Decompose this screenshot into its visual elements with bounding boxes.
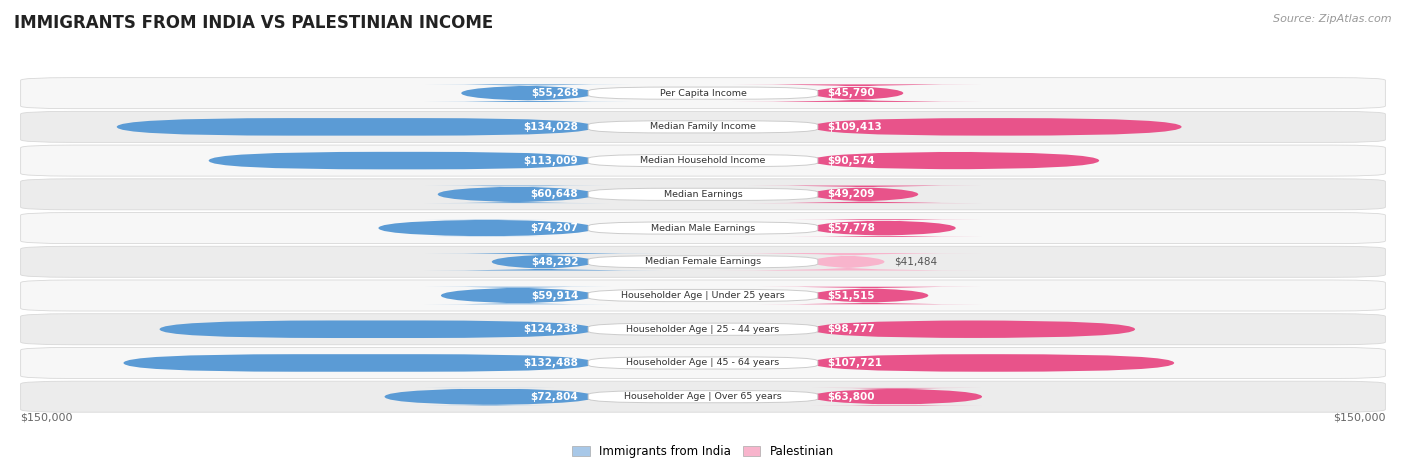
FancyBboxPatch shape	[21, 145, 1385, 176]
FancyBboxPatch shape	[588, 87, 818, 99]
Text: Median Family Income: Median Family Income	[650, 122, 756, 131]
FancyBboxPatch shape	[21, 212, 1385, 244]
FancyBboxPatch shape	[588, 323, 818, 335]
FancyBboxPatch shape	[588, 357, 818, 369]
Text: $49,209: $49,209	[828, 189, 875, 199]
Text: Householder Age | 45 - 64 years: Householder Age | 45 - 64 years	[627, 359, 779, 368]
Text: Per Capita Income: Per Capita Income	[659, 89, 747, 98]
Text: $55,268: $55,268	[531, 88, 578, 98]
FancyBboxPatch shape	[384, 388, 595, 405]
FancyBboxPatch shape	[21, 280, 1385, 311]
FancyBboxPatch shape	[378, 219, 595, 237]
FancyBboxPatch shape	[588, 155, 818, 167]
FancyBboxPatch shape	[588, 290, 818, 302]
FancyBboxPatch shape	[21, 246, 1385, 277]
FancyBboxPatch shape	[117, 118, 595, 135]
Text: $45,790: $45,790	[828, 88, 876, 98]
FancyBboxPatch shape	[785, 219, 981, 237]
FancyBboxPatch shape	[21, 78, 1385, 109]
FancyBboxPatch shape	[588, 222, 818, 234]
Text: $132,488: $132,488	[523, 358, 578, 368]
FancyBboxPatch shape	[21, 347, 1385, 378]
FancyBboxPatch shape	[159, 320, 595, 338]
FancyBboxPatch shape	[588, 390, 818, 403]
Text: Median Female Earnings: Median Female Earnings	[645, 257, 761, 266]
Text: Householder Age | Under 25 years: Householder Age | Under 25 years	[621, 291, 785, 300]
FancyBboxPatch shape	[714, 253, 981, 270]
Text: Median Household Income: Median Household Income	[640, 156, 766, 165]
Text: Householder Age | 25 - 44 years: Householder Age | 25 - 44 years	[627, 325, 779, 334]
Text: $63,800: $63,800	[828, 392, 875, 402]
FancyBboxPatch shape	[588, 121, 818, 133]
Text: Median Male Earnings: Median Male Earnings	[651, 224, 755, 233]
FancyBboxPatch shape	[811, 388, 981, 405]
Text: $134,028: $134,028	[523, 122, 578, 132]
FancyBboxPatch shape	[21, 111, 1385, 142]
FancyBboxPatch shape	[588, 256, 818, 268]
FancyBboxPatch shape	[21, 179, 1385, 210]
FancyBboxPatch shape	[124, 354, 595, 372]
Text: $113,009: $113,009	[523, 156, 578, 166]
Text: Householder Age | Over 65 years: Householder Age | Over 65 years	[624, 392, 782, 401]
Text: $59,914: $59,914	[531, 290, 578, 300]
FancyBboxPatch shape	[811, 152, 1099, 170]
FancyBboxPatch shape	[588, 188, 818, 200]
FancyBboxPatch shape	[748, 185, 981, 203]
FancyBboxPatch shape	[208, 152, 595, 170]
Text: $72,804: $72,804	[530, 392, 578, 402]
FancyBboxPatch shape	[811, 320, 1135, 338]
Text: $107,721: $107,721	[828, 358, 883, 368]
FancyBboxPatch shape	[811, 118, 1181, 135]
FancyBboxPatch shape	[425, 85, 631, 102]
Text: $90,574: $90,574	[828, 156, 876, 166]
Legend: Immigrants from India, Palestinian: Immigrants from India, Palestinian	[572, 445, 834, 458]
FancyBboxPatch shape	[21, 314, 1385, 345]
Text: $74,207: $74,207	[530, 223, 578, 233]
FancyBboxPatch shape	[733, 85, 981, 102]
FancyBboxPatch shape	[758, 287, 981, 304]
FancyBboxPatch shape	[21, 381, 1385, 412]
Text: Source: ZipAtlas.com: Source: ZipAtlas.com	[1274, 14, 1392, 24]
Text: $109,413: $109,413	[828, 122, 883, 132]
FancyBboxPatch shape	[425, 287, 612, 304]
Text: $98,777: $98,777	[828, 324, 876, 334]
FancyBboxPatch shape	[425, 185, 609, 203]
FancyBboxPatch shape	[811, 354, 1174, 372]
Text: $48,292: $48,292	[531, 257, 578, 267]
Text: $124,238: $124,238	[523, 324, 578, 334]
Text: $57,778: $57,778	[828, 223, 876, 233]
Text: $41,484: $41,484	[894, 257, 938, 267]
Text: $60,648: $60,648	[530, 189, 578, 199]
Text: $51,515: $51,515	[828, 290, 875, 300]
Text: Median Earnings: Median Earnings	[664, 190, 742, 199]
Text: IMMIGRANTS FROM INDIA VS PALESTINIAN INCOME: IMMIGRANTS FROM INDIA VS PALESTINIAN INC…	[14, 14, 494, 32]
Text: $150,000: $150,000	[21, 413, 73, 423]
Text: $150,000: $150,000	[1333, 413, 1385, 423]
FancyBboxPatch shape	[425, 253, 662, 270]
